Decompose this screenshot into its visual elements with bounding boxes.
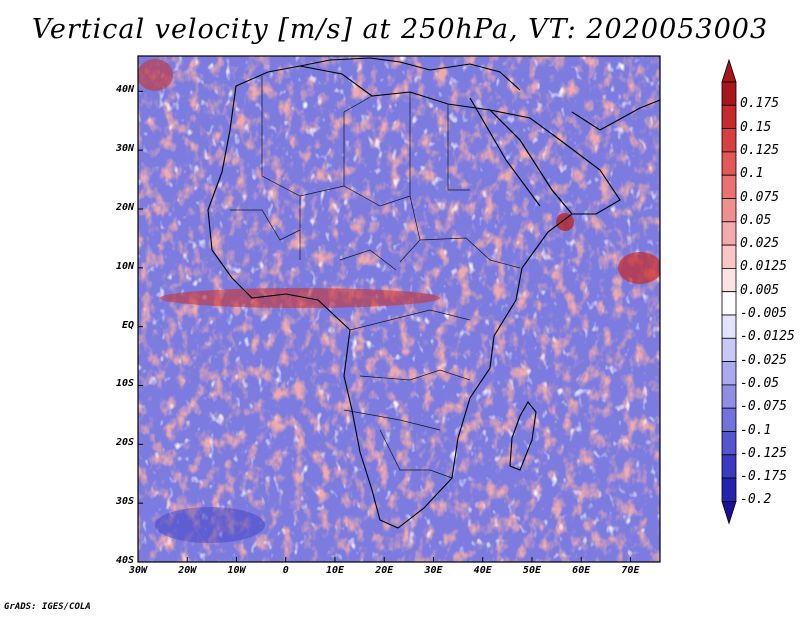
lat-tick-label: 20N (115, 201, 134, 213)
colorbar-swatch (721, 221, 737, 246)
lon-tick-label: 20W (178, 565, 197, 576)
colorbar-swatch (721, 81, 737, 106)
cold-south-atlantic (155, 507, 265, 543)
colorbar-label: 0.025 (740, 236, 780, 252)
colorbar-swatch (721, 431, 737, 456)
colorbar-label: 0.05 (740, 212, 772, 228)
hotspot-arabian-sea (618, 252, 660, 284)
africa-coastline (207, 65, 573, 529)
lon-tick-label: 30E (424, 565, 443, 576)
colorbar-label: -0.2 (740, 492, 772, 508)
lon-tick-label: 50E (522, 565, 541, 576)
coastlines (207, 57, 660, 529)
colorbar-label: -0.175 (740, 469, 787, 485)
arabia-coastline (488, 109, 621, 215)
page-title: Vertical velocity [m/s] at 250hPa, VT: 2… (31, 14, 769, 45)
colorbar-bottom-arrow (721, 500, 737, 525)
lon-tick-label: 70E (621, 565, 640, 576)
colorbar-label: 0.125 (740, 142, 780, 158)
colorbar-label: -0.0125 (740, 329, 795, 345)
mediterranean-coast (299, 57, 521, 91)
country-borders (230, 76, 521, 479)
axis-ticks (137, 90, 631, 563)
lon-tick-label: 10W (227, 565, 246, 576)
field-texture-light (138, 56, 660, 562)
colorbar-top-arrow (721, 58, 737, 83)
lat-tick-label: 20S (115, 437, 134, 449)
hotspot-gulf-aden (556, 213, 574, 231)
colorbar-label: 0.15 (740, 119, 772, 135)
colorbar-swatch (721, 407, 737, 432)
colorbar-label: 0.1 (740, 166, 764, 182)
colorbar-label: -0.075 (740, 399, 787, 415)
colorbar-label: 0.005 (740, 282, 780, 298)
colorbar-swatch (721, 267, 737, 293)
colorbar-swatch (721, 384, 737, 409)
lat-tick-label: EQ (121, 319, 134, 331)
map-frame (137, 55, 661, 563)
persian-gulf (571, 99, 660, 131)
colorbar-label: -0.1 (740, 422, 772, 438)
colorbar-label: -0.005 (740, 306, 787, 321)
lat-tick-label: 40N (115, 84, 134, 96)
colorbar-swatch (721, 477, 737, 502)
credit-text: GrADS: IGES/COLA (4, 602, 91, 612)
lat-tick-label: 10S (115, 378, 134, 390)
madagascar-coastline (509, 401, 537, 471)
colorbar-label: 0.0125 (740, 259, 787, 275)
lon-tick-label: 0 (282, 565, 289, 576)
colorbar-swatch (721, 198, 737, 223)
colorbar-swatch (721, 151, 737, 176)
red-sea (469, 97, 541, 207)
colorbar-swatch (721, 314, 737, 339)
lon-tick-label: 40E (473, 565, 492, 576)
lon-tick-label: 30W (128, 565, 148, 576)
colorbar-swatch (721, 128, 737, 153)
lat-tick-label: 40S (115, 555, 134, 566)
colorbar-swatch (721, 454, 737, 479)
colorbar-swatch (721, 361, 737, 386)
colorbar-label: 0.175 (740, 96, 780, 112)
hotspot-itcz (160, 288, 440, 308)
colorbar-label: -0.125 (740, 445, 787, 461)
lat-tick-label: 30S (115, 496, 134, 508)
colorbar-swatch (721, 337, 737, 362)
lon-tick-label: 20E (375, 565, 394, 576)
lon-tick-label: 10E (325, 565, 344, 576)
colorbar-label: -0.025 (740, 352, 787, 368)
hotspot-northwest (138, 59, 173, 91)
colorbar-swatch (721, 104, 737, 130)
colorbar-label: -0.05 (740, 375, 780, 391)
lon-tick-label: 60E (572, 565, 591, 576)
lat-tick-label: 30N (115, 143, 134, 155)
colorbar-swatch (721, 174, 737, 199)
colorbar-swatch (721, 244, 737, 269)
colorbar-label: 0.075 (740, 189, 780, 205)
colorbar-swatch (721, 291, 737, 316)
lat-tick-label: 10N (115, 260, 134, 272)
